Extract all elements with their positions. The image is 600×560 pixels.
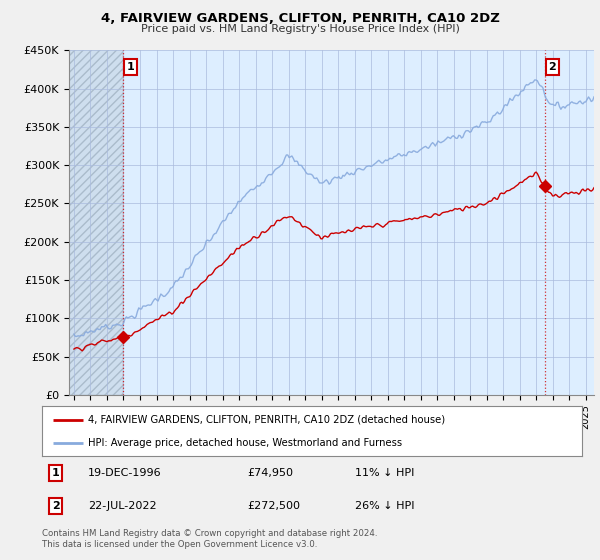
Text: Contains HM Land Registry data © Crown copyright and database right 2024.
This d: Contains HM Land Registry data © Crown c…: [42, 529, 377, 549]
Text: 11% ↓ HPI: 11% ↓ HPI: [355, 468, 415, 478]
Text: 4, FAIRVIEW GARDENS, CLIFTON, PENRITH, CA10 2DZ: 4, FAIRVIEW GARDENS, CLIFTON, PENRITH, C…: [101, 12, 499, 25]
Bar: [69, 50, 123, 395]
Text: 19-DEC-1996: 19-DEC-1996: [88, 468, 161, 478]
Text: Price paid vs. HM Land Registry's House Price Index (HPI): Price paid vs. HM Land Registry's House …: [140, 24, 460, 34]
Text: 2: 2: [548, 62, 556, 72]
Text: HPI: Average price, detached house, Westmorland and Furness: HPI: Average price, detached house, West…: [88, 438, 402, 448]
Text: £74,950: £74,950: [247, 468, 293, 478]
Text: 1: 1: [126, 62, 134, 72]
Text: £272,500: £272,500: [247, 501, 300, 511]
Text: 4, FAIRVIEW GARDENS, CLIFTON, PENRITH, CA10 2DZ (detached house): 4, FAIRVIEW GARDENS, CLIFTON, PENRITH, C…: [88, 414, 445, 424]
Text: 26% ↓ HPI: 26% ↓ HPI: [355, 501, 415, 511]
Bar: [69, 50, 123, 395]
Text: 2: 2: [52, 501, 59, 511]
Text: 22-JUL-2022: 22-JUL-2022: [88, 501, 157, 511]
Text: 1: 1: [52, 468, 59, 478]
